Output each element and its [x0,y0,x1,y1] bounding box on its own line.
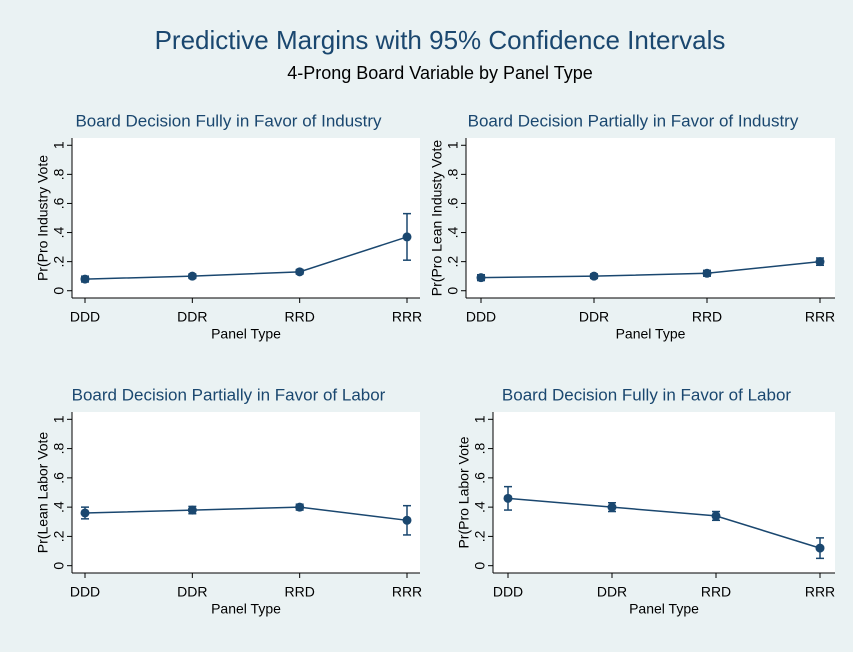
x-tick-label: RRR [805,309,835,325]
x-tick-label: RRD [284,309,314,325]
y-tick-label: .4 [445,226,461,238]
x-tick-label: RRR [392,584,422,600]
marker [187,505,197,515]
panel-title: Board Decision Partially in Favor of Ind… [468,111,799,130]
marker [589,271,599,281]
x-tick-label: DDD [466,309,496,325]
x-tick-label: DDD [493,584,523,600]
y-tick-label: .6 [51,472,67,484]
marker [815,543,825,553]
x-tick-label: DDR [177,584,207,600]
plot-area [493,412,835,573]
panel-title: Board Decision Partially in Favor of Lab… [72,385,386,404]
marker [80,508,90,518]
chart-title: Predictive Margins with 95% Confidence I… [155,25,726,55]
y-axis-label: Pr(Pro Labor Vote [456,436,472,548]
x-tick-label: RRD [701,584,731,600]
x-tick-label: RRR [805,584,835,600]
marker [607,502,617,512]
marker [295,267,305,277]
y-tick-label: 0 [472,562,488,570]
x-tick-label: RRD [284,584,314,600]
x-axis-label: Panel Type [211,601,281,617]
marker [295,502,305,512]
y-tick-label: .8 [51,168,67,180]
marker [476,273,486,283]
y-tick-label: .8 [472,443,488,455]
y-axis-label: Pr(Pro Industry Vote [35,155,51,281]
y-tick-label: 0 [51,562,67,570]
marker [702,268,712,278]
x-axis-label: Panel Type [211,326,281,342]
y-tick-label: .4 [51,226,67,238]
line [480,260,821,279]
x-axis-label: Panel Type [629,601,699,617]
y-tick-label: 1 [51,141,67,149]
x-tick-label: DDR [579,309,609,325]
y-tick-label: .2 [472,530,488,542]
x-axis-label: Panel Type [616,326,686,342]
panel-title: Board Decision Fully in Favor of Labor [502,385,791,404]
line [507,497,821,549]
marker [187,271,197,281]
y-tick-label: .6 [51,197,67,209]
y-tick-label: .4 [51,501,67,513]
line [84,506,408,522]
panel-title: Board Decision Fully in Favor of Industr… [75,111,382,130]
y-tick-label: .8 [445,168,461,180]
chart-subtitle: 4-Prong Board Variable by Panel Type [287,63,593,83]
y-tick-label: .2 [51,256,67,268]
y-tick-label: 1 [472,415,488,423]
x-tick-label: DDD [70,309,100,325]
y-tick-label: .8 [51,443,67,455]
y-tick-label: 1 [51,415,67,423]
y-axis-label: Pr(Lean Labor Vote [35,432,51,554]
marker [815,257,825,267]
marker [711,511,721,521]
y-tick-label: .2 [51,530,67,542]
marker [402,232,412,242]
line [84,236,408,280]
y-axis-label: Pr(Pro Lean Industy Vote [429,140,445,297]
y-tick-label: 1 [445,141,461,149]
marker [80,274,90,284]
y-tick-label: .6 [472,472,488,484]
y-tick-label: .2 [445,256,461,268]
marker [503,493,513,503]
x-tick-label: RRD [692,309,722,325]
x-tick-label: DDR [597,584,627,600]
y-tick-label: 0 [445,287,461,295]
y-tick-label: 0 [51,287,67,295]
y-tick-label: .4 [472,501,488,513]
y-tick-label: .6 [445,197,461,209]
x-tick-label: DDR [177,309,207,325]
x-tick-label: RRR [392,309,422,325]
x-tick-label: DDD [70,584,100,600]
plot-area [72,412,420,573]
plot-area [72,138,420,298]
plot-area [466,138,835,298]
marker [402,515,412,525]
